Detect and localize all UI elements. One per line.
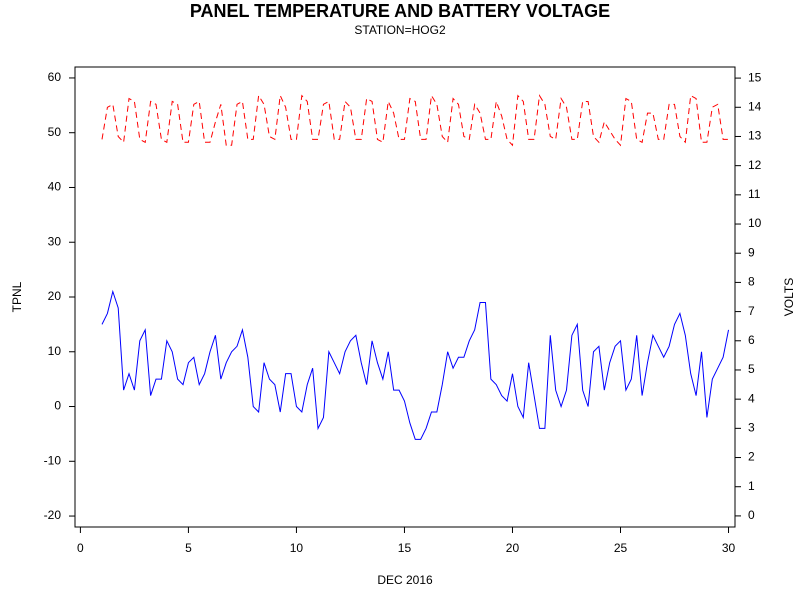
y-tick-label: 10	[48, 344, 62, 358]
y2-tick-label: 0	[748, 508, 755, 522]
x-tick-label: 0	[77, 541, 84, 555]
y2-tick-label: 4	[748, 391, 755, 405]
data-line	[101, 93, 729, 147]
y-axis-label: TPNL	[10, 281, 24, 312]
y2-tick-label: 2	[748, 450, 755, 464]
y-tick-label: 20	[48, 289, 62, 303]
y2-tick-label: 3	[748, 421, 755, 435]
data-line	[101, 289, 730, 440]
y-tick-label: 50	[48, 125, 62, 139]
y2-tick-label: 14	[748, 99, 762, 113]
x-tick-label: 30	[722, 541, 736, 555]
x-axis-label: DEC 2016	[377, 573, 433, 587]
y2-tick-label: 1	[748, 479, 755, 493]
x-tick-label: 25	[614, 541, 628, 555]
y-tick-label: 40	[48, 180, 62, 194]
x-tick-label: 20	[506, 541, 520, 555]
y-tick-label: -20	[44, 508, 62, 522]
y2-tick-label: 12	[748, 158, 762, 172]
y2-tick-label: 5	[748, 362, 755, 376]
y2-tick-label: 10	[748, 216, 762, 230]
y-tick-label: 0	[54, 399, 61, 413]
chart-title: PANEL TEMPERATURE AND BATTERY VOLTAGE	[190, 1, 610, 21]
y2-tick-label: 7	[748, 304, 755, 318]
y2-tick-label: 8	[748, 275, 755, 289]
y2-tick-label: 9	[748, 245, 755, 259]
y-tick-label: -10	[44, 453, 62, 467]
x-tick-label: 5	[185, 541, 192, 555]
y2-tick-label: 6	[748, 333, 755, 347]
chart-subtitle: STATION=HOG2	[354, 23, 446, 37]
y2-tick-label: 13	[748, 129, 762, 143]
y-tick-label: 30	[48, 234, 62, 248]
y2-tick-label: 11	[748, 187, 761, 201]
y-tick-label: 60	[48, 70, 62, 84]
y2-axis-label: VOLTS	[782, 278, 796, 316]
x-tick-label: 10	[290, 541, 304, 555]
y2-tick-label: 15	[748, 70, 762, 84]
x-tick-label: 15	[398, 541, 412, 555]
